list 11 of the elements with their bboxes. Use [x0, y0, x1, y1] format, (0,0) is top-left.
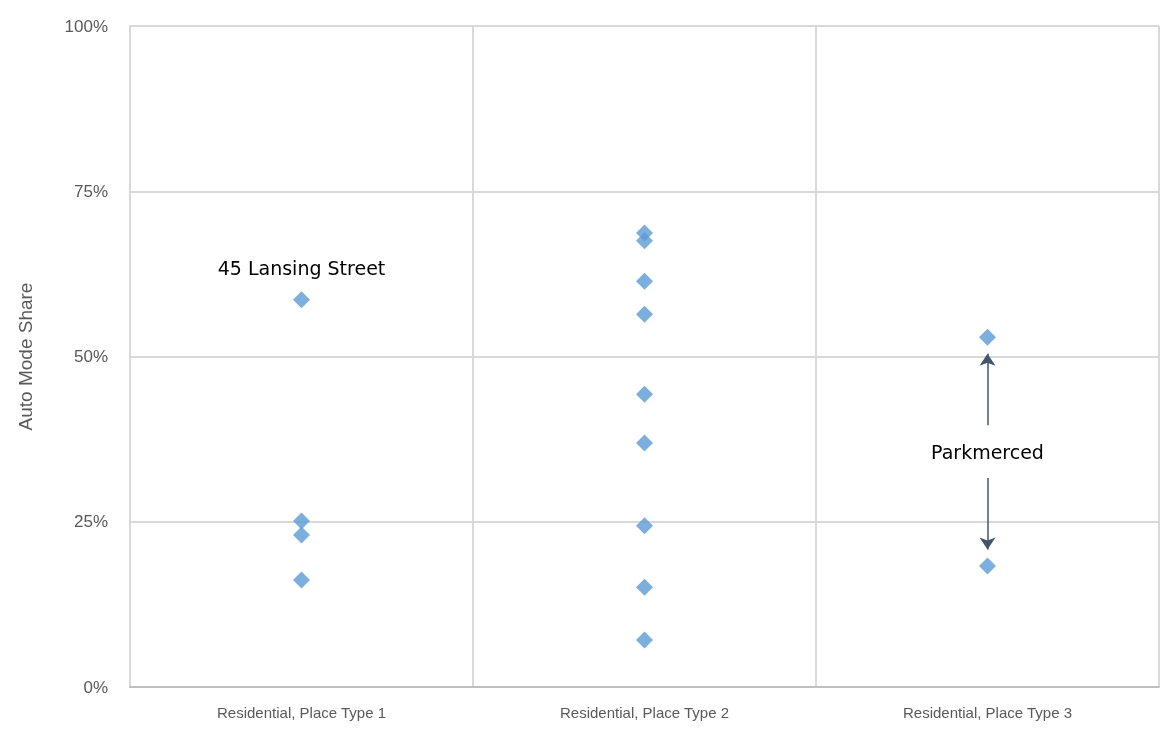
y-tick-label: 0%: [83, 677, 108, 697]
annotation: 45 Lansing Street: [217, 257, 386, 280]
x-tick-label: Residential, Place Type 2: [560, 704, 729, 721]
annotation: Parkmerced: [931, 440, 1044, 463]
x-tick-label: Residential, Place Type 3: [903, 704, 1072, 721]
y-tick-label: 50%: [73, 347, 108, 366]
y-tick-label: 25%: [73, 512, 108, 532]
y-tick-label: 100%: [64, 16, 108, 36]
y-axis-title: Auto Mode Share: [15, 282, 36, 431]
y-tick-label: 75%: [73, 181, 108, 201]
x-tick-label: Residential, Place Type 1: [217, 704, 386, 721]
